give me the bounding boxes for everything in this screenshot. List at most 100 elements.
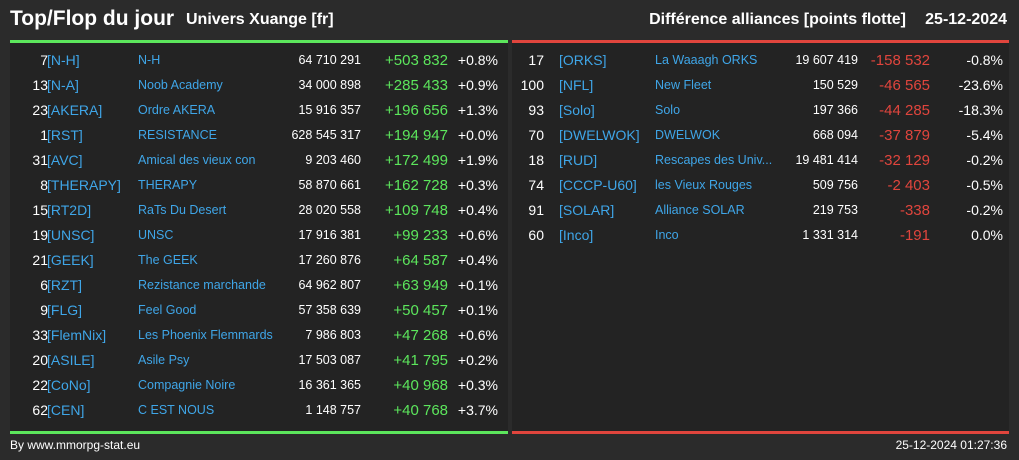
alliance-name-link[interactable]: RESISTANCE (138, 128, 217, 142)
alliance-tag-link[interactable]: [N-H] (47, 52, 80, 68)
points-difference: -191 (899, 227, 930, 244)
alliance-points: 34 000 898 (298, 78, 361, 92)
rank: 1 (40, 127, 48, 143)
points-difference: +50 457 (393, 302, 448, 319)
alliance-name-link[interactable]: UNSC (138, 228, 174, 242)
alliance-name-link[interactable]: Les Phoenix Flemmards (138, 328, 273, 342)
points-difference: +194 947 (385, 127, 448, 144)
page-title: Top/Flop du jour (10, 7, 175, 30)
rank: 17 (528, 52, 544, 68)
alliance-points: 64 710 291 (298, 53, 361, 67)
percent-change: +1.3% (457, 102, 498, 118)
points-difference: -46 565 (879, 77, 930, 94)
alliance-points: 628 545 317 (291, 128, 361, 142)
alliance-tag-link[interactable]: [Inco] (559, 227, 594, 243)
report-date: 25-12-2024 (925, 11, 1007, 28)
alliance-points: 197 366 (812, 103, 858, 117)
ranking-type-title: Différence alliances [points flotte] (649, 11, 906, 28)
rank: 9 (40, 302, 48, 318)
alliance-tag-link[interactable]: [N-A] (47, 77, 79, 93)
points-difference: +503 832 (385, 52, 448, 69)
rank: 19 (32, 227, 48, 243)
points-difference: +285 433 (385, 77, 448, 94)
points-difference: -158 532 (870, 52, 930, 69)
percent-change: +0.1% (457, 277, 498, 293)
rank: 31 (32, 152, 48, 168)
alliance-tag-link[interactable]: [ORKS] (559, 52, 607, 68)
alliance-tag-link[interactable]: [GEEK] (47, 252, 94, 268)
alliance-name-link[interactable]: The GEEK (138, 253, 198, 267)
alliance-tag-link[interactable]: [FLG] (47, 302, 83, 318)
rank: 60 (528, 227, 544, 243)
alliance-tag-link[interactable]: [RZT] (47, 277, 82, 293)
alliance-tag-link[interactable]: [RUD] (559, 152, 598, 168)
alliance-tag-link[interactable]: [SOLAR] (559, 202, 615, 218)
alliance-tag-link[interactable]: [RT2D] (47, 202, 92, 218)
points-difference: +109 748 (385, 202, 448, 219)
alliance-name-link[interactable]: Asile Psy (138, 353, 190, 367)
alliance-tag-link[interactable]: [RST] (47, 127, 83, 143)
alliance-tag-link[interactable]: [CoNo] (47, 377, 91, 393)
alliance-tag-link[interactable]: [CEN] (47, 402, 85, 418)
rank: 93 (528, 102, 544, 118)
percent-change: -18.3% (958, 102, 1003, 118)
alliance-name-link[interactable]: N-H (138, 53, 161, 67)
alliance-tag-link[interactable]: [ASILE] (47, 352, 95, 368)
percent-change: +0.6% (457, 227, 498, 243)
rank: 74 (528, 177, 544, 193)
alliance-name-link[interactable]: RaTs Du Desert (138, 203, 227, 217)
alliance-name-link[interactable]: Solo (655, 103, 681, 117)
alliance-name-link[interactable]: DWELWOK (655, 128, 721, 142)
alliance-name-link[interactable]: Alliance SOLAR (655, 203, 745, 217)
alliance-tag-link[interactable]: [CCCP-U60] (559, 177, 637, 193)
alliance-name-link[interactable]: les Vieux Rouges (655, 178, 753, 192)
generated-timestamp: 25-12-2024 01:27:36 (895, 438, 1007, 452)
alliance-name-link[interactable]: Feel Good (138, 303, 197, 317)
points-difference: +172 499 (385, 152, 448, 169)
alliance-name-link[interactable]: La Waaagh ORKS (655, 53, 758, 67)
alliance-tag-link[interactable]: [DWELWOK] (559, 127, 640, 143)
percent-change: +0.8% (457, 52, 498, 68)
alliance-name-link[interactable]: THERAPY (138, 178, 198, 192)
alliance-tag-link[interactable]: [NFL] (559, 77, 594, 93)
alliance-name-link[interactable]: Ordre AKERA (138, 103, 216, 117)
alliance-name-link[interactable]: Rescapes des Univ... (655, 153, 773, 167)
rank: 91 (528, 202, 544, 218)
alliance-name-link[interactable]: Noob Academy (138, 78, 223, 92)
rank: 70 (528, 127, 544, 143)
alliance-points: 19 481 414 (795, 153, 858, 167)
top-alliance-row: 8 [THERAPY] THERAPY 58 870 661 +162 728 +0.3% (10, 173, 508, 198)
percent-change: 0.0% (971, 227, 1003, 243)
rank: 33 (32, 327, 48, 343)
alliance-name-link[interactable]: New Fleet (655, 78, 712, 92)
rank: 100 (520, 77, 544, 93)
alliance-name-link[interactable]: Compagnie Noire (138, 378, 236, 392)
alliance-name-link[interactable]: Amical des vieux con (138, 153, 256, 167)
universe-subtitle: Univers Xuange [fr] (186, 11, 334, 28)
percent-change: -5.4% (966, 127, 1003, 143)
alliance-name-link[interactable]: Inco (655, 228, 679, 242)
flop-alliance-row: 74 [CCCP-U60] les Vieux Rouges 509 756 -2 40… (512, 173, 1009, 198)
top-alliance-row: 1 [RST] RESISTANCE 628 545 317 +194 947 +0.0% (10, 123, 508, 148)
top-alliance-row: 13 [N-A] Noob Academy 34 000 898 +285 433 +0.… (10, 73, 508, 98)
flop-alliance-row: 91 [SOLAR] Alliance SOLAR 219 753 -338 -0.2% (512, 198, 1009, 223)
alliance-tag-link[interactable]: [THERAPY] (47, 177, 121, 193)
top-alliance-row: 20 [ASILE] Asile Psy 17 503 087 +41 795 +0.2% (10, 348, 508, 373)
alliance-tag-link[interactable]: [AVC] (47, 152, 83, 168)
alliance-points: 7 986 803 (305, 328, 361, 342)
top-alliance-row: 62 [CEN] C EST NOUS 1 148 757 +40 768 +3.7% (10, 398, 508, 423)
points-difference: +63 949 (393, 277, 448, 294)
points-difference: +47 268 (393, 327, 448, 344)
alliance-tag-link[interactable]: [UNSC] (47, 227, 95, 243)
alliance-tag-link[interactable]: [AKERA] (47, 102, 103, 118)
alliance-tag-link[interactable]: [Solo] (559, 102, 595, 118)
flop-alliance-row: 100 [NFL] New Fleet 150 529 -46 565 -23.6% (512, 73, 1009, 98)
rank: 23 (32, 102, 48, 118)
alliance-name-link[interactable]: C EST NOUS (138, 403, 215, 417)
percent-change: +0.6% (457, 327, 498, 343)
alliance-tag-link[interactable]: [FlemNix] (47, 327, 107, 343)
header: Top/Flop du jour Univers Xuange [fr] Dif… (0, 0, 1019, 40)
alliance-name-link[interactable]: Rezistance marchande (138, 278, 266, 292)
alliance-points: 17 260 876 (298, 253, 361, 267)
points-difference: +196 656 (385, 102, 448, 119)
